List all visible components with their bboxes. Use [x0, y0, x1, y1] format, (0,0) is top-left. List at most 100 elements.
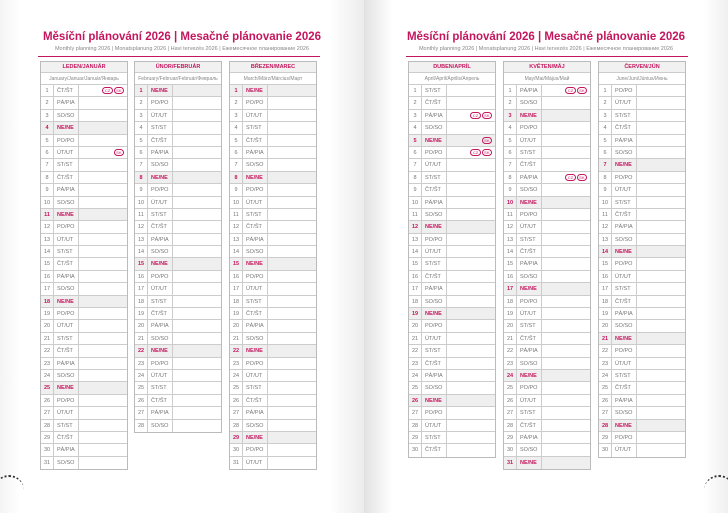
day-row[interactable]: 18 NE/NE	[41, 295, 127, 309]
day-row[interactable]: 18 ČT/ŠT	[599, 295, 685, 309]
day-row[interactable]: 13 PÁ/PIA	[230, 233, 316, 247]
notes-cell[interactable]	[173, 358, 221, 369]
day-row[interactable]: 22 ST/ST	[409, 345, 495, 358]
notes-cell[interactable]	[542, 184, 590, 195]
day-row[interactable]: 13 SO/SO	[599, 233, 685, 247]
day-row[interactable]: 2 PO/PO	[230, 97, 316, 110]
day-row[interactable]: 19 ÚT/UT	[504, 308, 590, 321]
day-row[interactable]: 11 ST/ST	[230, 208, 316, 222]
day-row[interactable]: 5 NE/NE SK	[409, 134, 495, 147]
day-row[interactable]: 21 SO/SO	[230, 332, 316, 346]
day-row[interactable]: 25 PO/PO	[504, 382, 590, 395]
day-row[interactable]: 16 PO/PO	[230, 270, 316, 284]
notes-cell[interactable]	[268, 258, 316, 269]
notes-cell[interactable]	[79, 420, 127, 431]
notes-cell[interactable]	[447, 283, 495, 294]
notes-cell[interactable]: SK	[79, 147, 127, 158]
day-row[interactable]: 8 PÁ/PIA CZ SK	[504, 171, 590, 185]
notes-cell[interactable]	[268, 444, 316, 455]
day-row[interactable]: 9 PÁ/PIA	[41, 184, 127, 197]
notes-cell[interactable]	[447, 271, 495, 282]
notes-cell[interactable]	[79, 110, 127, 121]
notes-cell[interactable]	[637, 308, 685, 319]
notes-cell[interactable]	[542, 147, 590, 158]
notes-cell[interactable]	[268, 382, 316, 393]
day-row[interactable]: 16 PO/PO	[135, 270, 221, 284]
day-row[interactable]: 15 ST/ST	[409, 258, 495, 271]
day-row[interactable]: 17 ÚT/UT	[135, 283, 221, 296]
notes-cell[interactable]	[173, 97, 221, 108]
notes-cell[interactable]	[173, 320, 221, 331]
day-row[interactable]: 15 ČT/ŠT	[41, 258, 127, 271]
day-row[interactable]: 3 NE/NE	[504, 109, 590, 123]
day-row[interactable]: 21 ČT/ŠT	[504, 332, 590, 346]
day-row[interactable]: 11 NE/NE	[41, 208, 127, 222]
notes-cell[interactable]	[447, 420, 495, 431]
notes-cell[interactable]	[637, 184, 685, 195]
day-row[interactable]: 27 SO/SO	[599, 407, 685, 420]
day-row[interactable]: 5 ČT/ŠT	[230, 134, 316, 147]
day-row[interactable]: 6 SO/SO	[599, 146, 685, 160]
notes-cell[interactable]	[268, 122, 316, 133]
notes-cell[interactable]	[79, 320, 127, 331]
day-row[interactable]: 9 ČT/ŠT	[409, 184, 495, 197]
day-row[interactable]: 17 NE/NE	[504, 283, 590, 296]
notes-cell[interactable]	[268, 221, 316, 232]
day-row[interactable]: 8 NE/NE	[230, 171, 316, 185]
day-row[interactable]: 15 NE/NE	[230, 258, 316, 271]
notes-cell[interactable]	[173, 135, 221, 146]
notes-cell[interactable]	[268, 97, 316, 108]
day-row[interactable]: 29 ST/ST	[409, 431, 495, 445]
notes-cell[interactable]	[542, 209, 590, 220]
day-row[interactable]: 16 ÚT/UT	[599, 270, 685, 284]
day-row[interactable]: 25 ST/ST	[135, 382, 221, 395]
notes-cell[interactable]	[79, 358, 127, 369]
notes-cell[interactable]	[268, 184, 316, 195]
notes-cell[interactable]	[268, 420, 316, 431]
day-row[interactable]: 30 SO/SO	[504, 444, 590, 457]
notes-cell[interactable]	[542, 110, 590, 121]
day-row[interactable]: 4 ST/ST	[135, 122, 221, 135]
day-row[interactable]: 13 PÁ/PIA	[135, 233, 221, 247]
day-row[interactable]: 27 ÚT/UT	[41, 407, 127, 420]
day-row[interactable]: 22 PÁ/PIA	[504, 345, 590, 358]
day-row[interactable]: 6 PÁ/PIA	[230, 146, 316, 160]
day-row[interactable]: 15 NE/NE	[135, 258, 221, 271]
day-row[interactable]: 2 PO/PO	[135, 97, 221, 110]
day-row[interactable]: 28 SO/SO	[230, 419, 316, 432]
notes-cell[interactable]	[173, 296, 221, 307]
day-row[interactable]: 8 ST/ST	[409, 171, 495, 185]
day-row[interactable]: 20 ST/ST	[504, 320, 590, 333]
notes-cell[interactable]	[173, 147, 221, 158]
day-row[interactable]: 4 SO/SO	[409, 122, 495, 135]
notes-cell[interactable]	[79, 246, 127, 257]
notes-cell[interactable]	[542, 345, 590, 356]
day-row[interactable]: 27 PÁ/PIA	[135, 407, 221, 420]
notes-cell[interactable]	[447, 358, 495, 369]
notes-cell[interactable]	[268, 159, 316, 170]
day-row[interactable]: 10 ÚT/UT	[230, 196, 316, 209]
day-row[interactable]: 3 PÁ/PIA CZ SK	[409, 109, 495, 123]
day-row[interactable]: 20 PÁ/PIA	[230, 320, 316, 333]
notes-cell[interactable]	[447, 320, 495, 331]
notes-cell[interactable]	[447, 333, 495, 344]
notes-cell[interactable]	[637, 197, 685, 208]
day-row[interactable]: 7 ČT/ŠT	[504, 159, 590, 172]
day-row[interactable]: 9 PO/PO	[230, 184, 316, 197]
notes-cell[interactable]	[637, 234, 685, 245]
notes-cell[interactable]	[447, 382, 495, 393]
notes-cell[interactable]	[447, 209, 495, 220]
day-row[interactable]: 1 NE/NE	[135, 85, 221, 98]
notes-cell[interactable]	[173, 184, 221, 195]
notes-cell[interactable]	[268, 197, 316, 208]
notes-cell[interactable]	[637, 221, 685, 232]
notes-cell[interactable]	[268, 308, 316, 319]
day-row[interactable]: 15 PÁ/PIA	[504, 258, 590, 271]
notes-cell[interactable]	[637, 122, 685, 133]
day-row[interactable]: 10 ST/ST	[599, 196, 685, 209]
day-row[interactable]: 23 SO/SO	[504, 357, 590, 370]
notes-cell[interactable]	[173, 395, 221, 406]
day-row[interactable]: 31 ÚT/UT	[230, 456, 316, 470]
notes-cell[interactable]	[79, 135, 127, 146]
day-row[interactable]: 21 ST/ST	[41, 332, 127, 346]
